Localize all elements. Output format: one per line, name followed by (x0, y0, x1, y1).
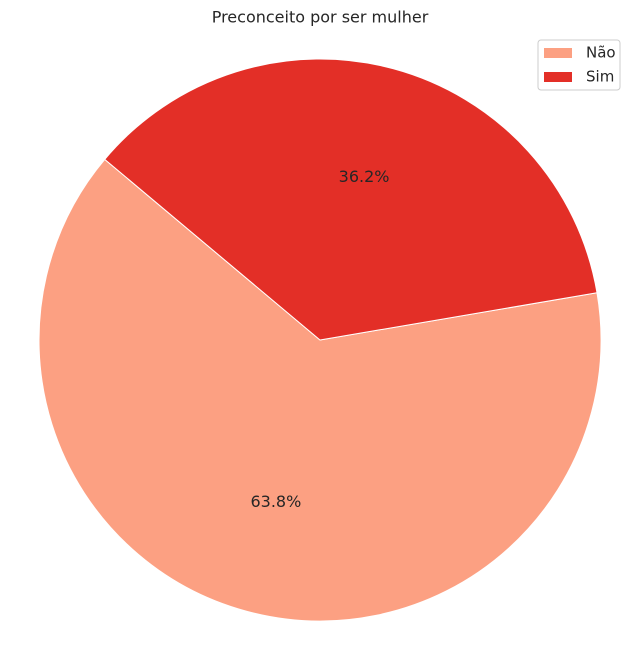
legend-swatch (544, 72, 572, 82)
pie-slice (38, 158, 602, 622)
legend-label: Não (586, 44, 616, 62)
slice-label: 63.8% (250, 492, 301, 511)
pie-slice (104, 58, 598, 341)
legend: Não Sim (537, 39, 621, 91)
chart-title: Preconceito por ser mulher (212, 8, 429, 27)
slice-label: 36.2% (339, 167, 390, 186)
legend-swatch (544, 48, 572, 58)
legend-label: Sim (586, 68, 614, 86)
